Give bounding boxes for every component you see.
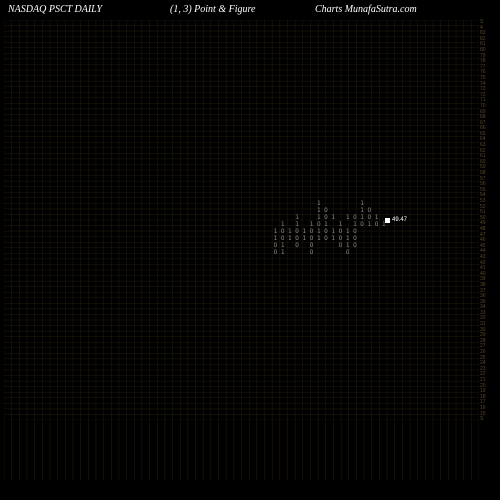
price-marker-icon — [385, 218, 390, 223]
current-price-marker: 49.47 — [385, 217, 407, 223]
chart-spec-label: (1, 3) Point & Figure — [170, 4, 255, 15]
current-price-label: 49.47 — [392, 217, 407, 223]
attribution-label: Charts MunafaSutra.com — [315, 4, 417, 15]
y-axis-labels: S483828180797877767574737271706968676665… — [480, 20, 498, 420]
pnf-columns: 1 1 1 O 1 O 1 1 O 1 1 O 1 O 1 1 1 1 O 1 … — [270, 200, 450, 265]
x-axis-ticks — [4, 420, 479, 480]
symbol-label: NASDAQ PSCT DAILY — [8, 4, 102, 15]
